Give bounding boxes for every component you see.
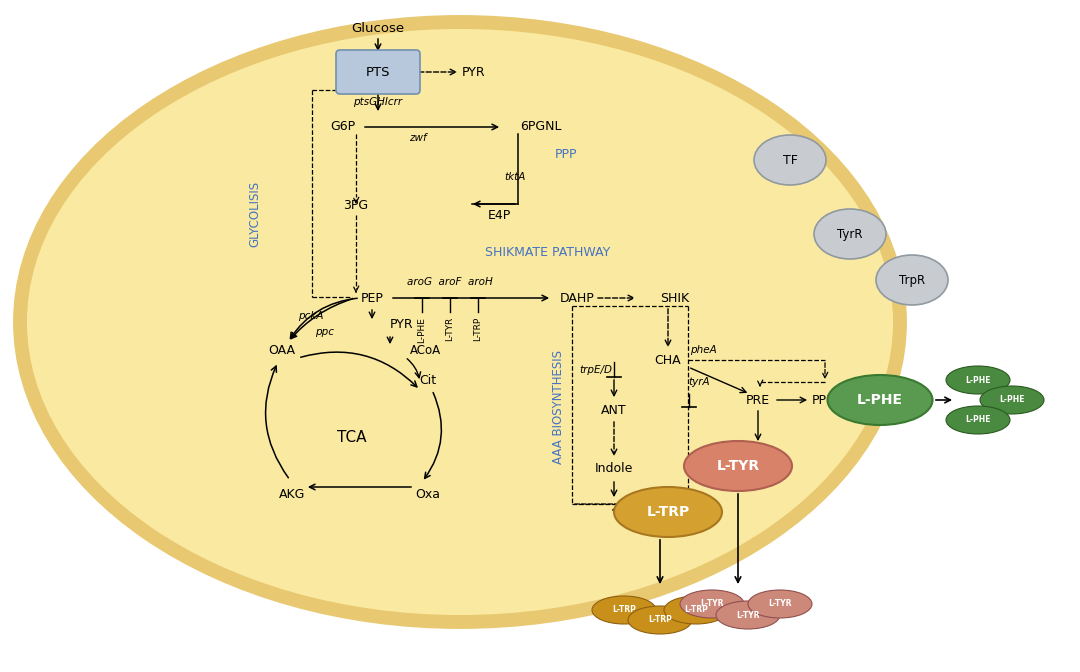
Text: L-TRP: L-TRP — [684, 605, 707, 614]
Text: G6P: G6P — [329, 120, 355, 134]
Text: GLYCOLISIS: GLYCOLISIS — [248, 181, 261, 247]
Text: L-TRP: L-TRP — [473, 317, 483, 341]
Text: L-TRP: L-TRP — [648, 616, 672, 624]
Text: Cit: Cit — [419, 374, 436, 386]
Ellipse shape — [754, 135, 826, 185]
Text: HPP: HPP — [746, 448, 770, 460]
Text: SHIKMATE PATHWAY: SHIKMATE PATHWAY — [485, 245, 610, 259]
Text: PYR: PYR — [462, 65, 486, 79]
Text: ANT: ANT — [602, 403, 626, 417]
Text: ppc: ppc — [315, 327, 334, 337]
Ellipse shape — [684, 441, 792, 491]
Text: zwf: zwf — [409, 133, 427, 143]
Text: L-TYR: L-TYR — [700, 599, 724, 609]
Text: 3PG: 3PG — [343, 198, 368, 212]
Ellipse shape — [980, 386, 1044, 414]
Text: aroG  aroF  aroH: aroG aroF aroH — [407, 277, 492, 287]
Text: ACoA: ACoA — [410, 343, 441, 357]
Text: DAHP: DAHP — [561, 292, 595, 304]
Text: AKG: AKG — [279, 487, 306, 501]
Text: TCA: TCA — [337, 429, 367, 444]
Text: PTS: PTS — [366, 65, 390, 79]
Text: SHIK: SHIK — [660, 292, 689, 304]
Ellipse shape — [946, 366, 1010, 394]
Text: PPP: PPP — [555, 147, 578, 161]
Text: 6PGNL: 6PGNL — [519, 120, 562, 134]
Text: tyrA: tyrA — [688, 377, 710, 387]
Text: tktA: tktA — [504, 172, 526, 182]
Text: TF: TF — [783, 153, 797, 167]
Text: E4P: E4P — [488, 208, 511, 222]
Text: L-PHE: L-PHE — [966, 376, 990, 384]
Text: L-TYR: L-TYR — [716, 459, 759, 473]
Text: L-TYR: L-TYR — [446, 317, 455, 341]
Ellipse shape — [827, 375, 932, 425]
Text: L-PHE: L-PHE — [858, 393, 903, 407]
Text: TrpR: TrpR — [899, 274, 926, 286]
Text: L-PHE: L-PHE — [999, 396, 1025, 405]
Text: Oxa: Oxa — [416, 487, 441, 501]
Ellipse shape — [716, 601, 780, 629]
Ellipse shape — [814, 209, 886, 259]
Text: PPN: PPN — [812, 394, 836, 407]
FancyBboxPatch shape — [336, 50, 420, 94]
Text: CHA: CHA — [654, 353, 681, 366]
Text: trpE/D: trpE/D — [579, 365, 612, 375]
Text: L-TRP: L-TRP — [646, 505, 690, 519]
Text: L-PHE: L-PHE — [418, 317, 427, 343]
Text: PEP: PEP — [361, 292, 383, 304]
Text: PRE: PRE — [746, 394, 770, 407]
Ellipse shape — [615, 487, 723, 537]
Text: AAA BIOSYNTHESIS: AAA BIOSYNTHESIS — [552, 350, 565, 464]
Text: L-TYR: L-TYR — [737, 610, 759, 620]
Ellipse shape — [592, 596, 656, 624]
Text: ptsGHIcrr: ptsGHIcrr — [353, 97, 403, 107]
Ellipse shape — [946, 406, 1010, 434]
Text: L-PHE: L-PHE — [966, 415, 990, 425]
Text: OAA: OAA — [269, 343, 296, 357]
Text: L-TYR: L-TYR — [768, 599, 792, 609]
Ellipse shape — [680, 590, 744, 618]
Text: pheA: pheA — [690, 345, 717, 355]
Ellipse shape — [627, 606, 692, 634]
Text: pckA: pckA — [298, 311, 324, 321]
Text: TyrR: TyrR — [837, 228, 863, 241]
Ellipse shape — [748, 590, 812, 618]
Ellipse shape — [664, 596, 728, 624]
Text: Glucose: Glucose — [351, 22, 405, 34]
Text: PYR: PYR — [390, 319, 414, 331]
Text: Indole: Indole — [595, 462, 633, 476]
Text: L-TRP: L-TRP — [612, 605, 636, 614]
Ellipse shape — [21, 22, 900, 622]
Ellipse shape — [876, 255, 948, 305]
